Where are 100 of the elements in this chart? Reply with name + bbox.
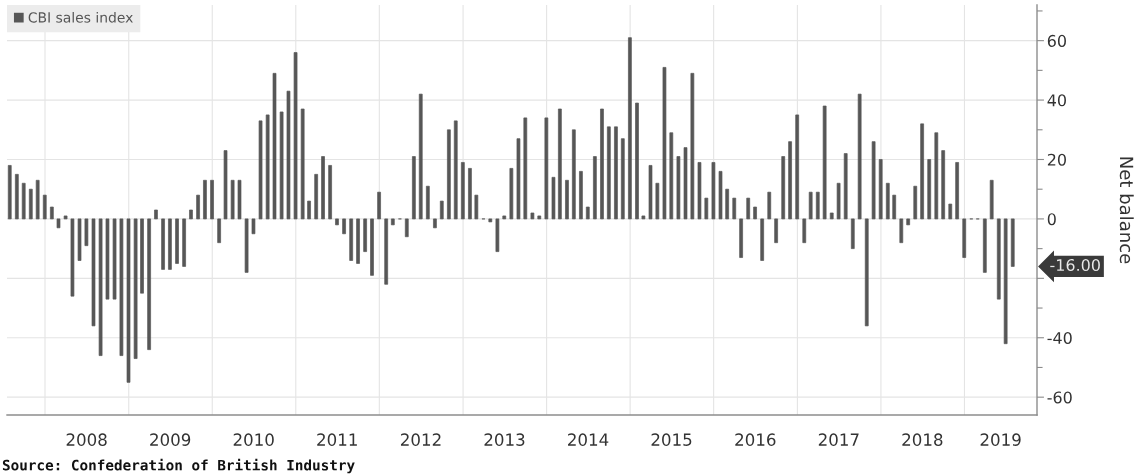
bar (28, 188, 33, 220)
bar (230, 179, 235, 220)
bar (697, 162, 702, 220)
bar (1010, 218, 1015, 267)
bar (314, 174, 318, 220)
bar (843, 153, 848, 220)
bar (690, 72, 695, 220)
bar (384, 218, 389, 285)
bar (760, 218, 764, 261)
bar (815, 191, 820, 220)
bar (502, 215, 507, 220)
bar (15, 174, 19, 220)
bar (753, 206, 757, 220)
x-tick-label: 2019 (980, 433, 1021, 446)
bar (21, 182, 26, 220)
bar (565, 179, 569, 220)
bar (927, 159, 932, 220)
y-axis-title: Net balance (1119, 157, 1134, 264)
bar (864, 218, 869, 327)
bar (63, 215, 68, 220)
bar (648, 165, 653, 220)
bar (982, 218, 987, 273)
bar (390, 218, 395, 226)
bar (147, 218, 151, 350)
bar (920, 123, 924, 220)
bar (571, 129, 576, 220)
x-tick-label: 2009 (150, 433, 191, 446)
y-tick-label: 20 (1047, 153, 1066, 166)
bar (878, 159, 883, 220)
bar (523, 117, 528, 220)
bar (551, 176, 556, 220)
bar (370, 218, 374, 276)
x-tick-label: 2012 (400, 433, 441, 446)
bar (774, 218, 778, 244)
bar (223, 150, 228, 220)
bar (447, 129, 451, 220)
bar (788, 141, 792, 220)
bar (404, 218, 409, 238)
bar (175, 218, 179, 264)
bar (802, 218, 807, 244)
bar (50, 206, 54, 220)
bar (154, 209, 158, 220)
bar (433, 218, 437, 229)
bar (781, 156, 786, 220)
bar (196, 194, 200, 220)
bar (795, 114, 800, 220)
bar (56, 218, 61, 229)
bar (607, 126, 611, 220)
bar (265, 114, 270, 220)
y-tick-label: 60 (1047, 34, 1066, 47)
bar (829, 212, 834, 220)
bar (412, 156, 416, 220)
bar (335, 218, 339, 226)
bar (363, 218, 367, 252)
bar (210, 179, 214, 220)
legend-label: CBI sales index (28, 11, 133, 23)
bar (857, 93, 862, 220)
bar (593, 156, 597, 220)
bar (1003, 218, 1008, 345)
bar (42, 194, 47, 220)
bar (474, 194, 479, 220)
text: -16.00 (1050, 259, 1100, 272)
x-tick-label: 2015 (651, 433, 692, 446)
bar (272, 72, 277, 220)
bar (579, 171, 583, 220)
bar (669, 132, 674, 220)
bar (488, 218, 493, 223)
bar (119, 218, 124, 356)
x-tick-label: 2017 (818, 433, 859, 446)
bar (989, 179, 994, 220)
bar (718, 171, 723, 220)
bar (711, 162, 716, 220)
bar (962, 218, 967, 258)
bar (35, 179, 40, 220)
bar (307, 200, 311, 220)
bar (767, 191, 772, 220)
bar (258, 120, 263, 220)
bar (941, 150, 946, 220)
bar (342, 218, 346, 235)
bar (293, 52, 298, 220)
bar (91, 218, 96, 327)
bar (732, 197, 737, 220)
bar (614, 126, 618, 220)
x-tick-label: 2010 (233, 433, 274, 446)
bar (98, 218, 103, 356)
bar (140, 218, 144, 294)
bar (530, 212, 535, 220)
bar (126, 218, 131, 383)
bar (913, 185, 918, 220)
bar (237, 179, 242, 220)
y-tick-label: -60 (1047, 391, 1072, 404)
bar (244, 218, 249, 273)
bar (892, 194, 897, 220)
bar (906, 218, 910, 226)
bar (133, 218, 138, 359)
x-tick-label: 2014 (568, 433, 609, 446)
bar (279, 111, 284, 220)
bar (77, 218, 82, 261)
bar (328, 165, 332, 220)
bar (286, 90, 291, 220)
